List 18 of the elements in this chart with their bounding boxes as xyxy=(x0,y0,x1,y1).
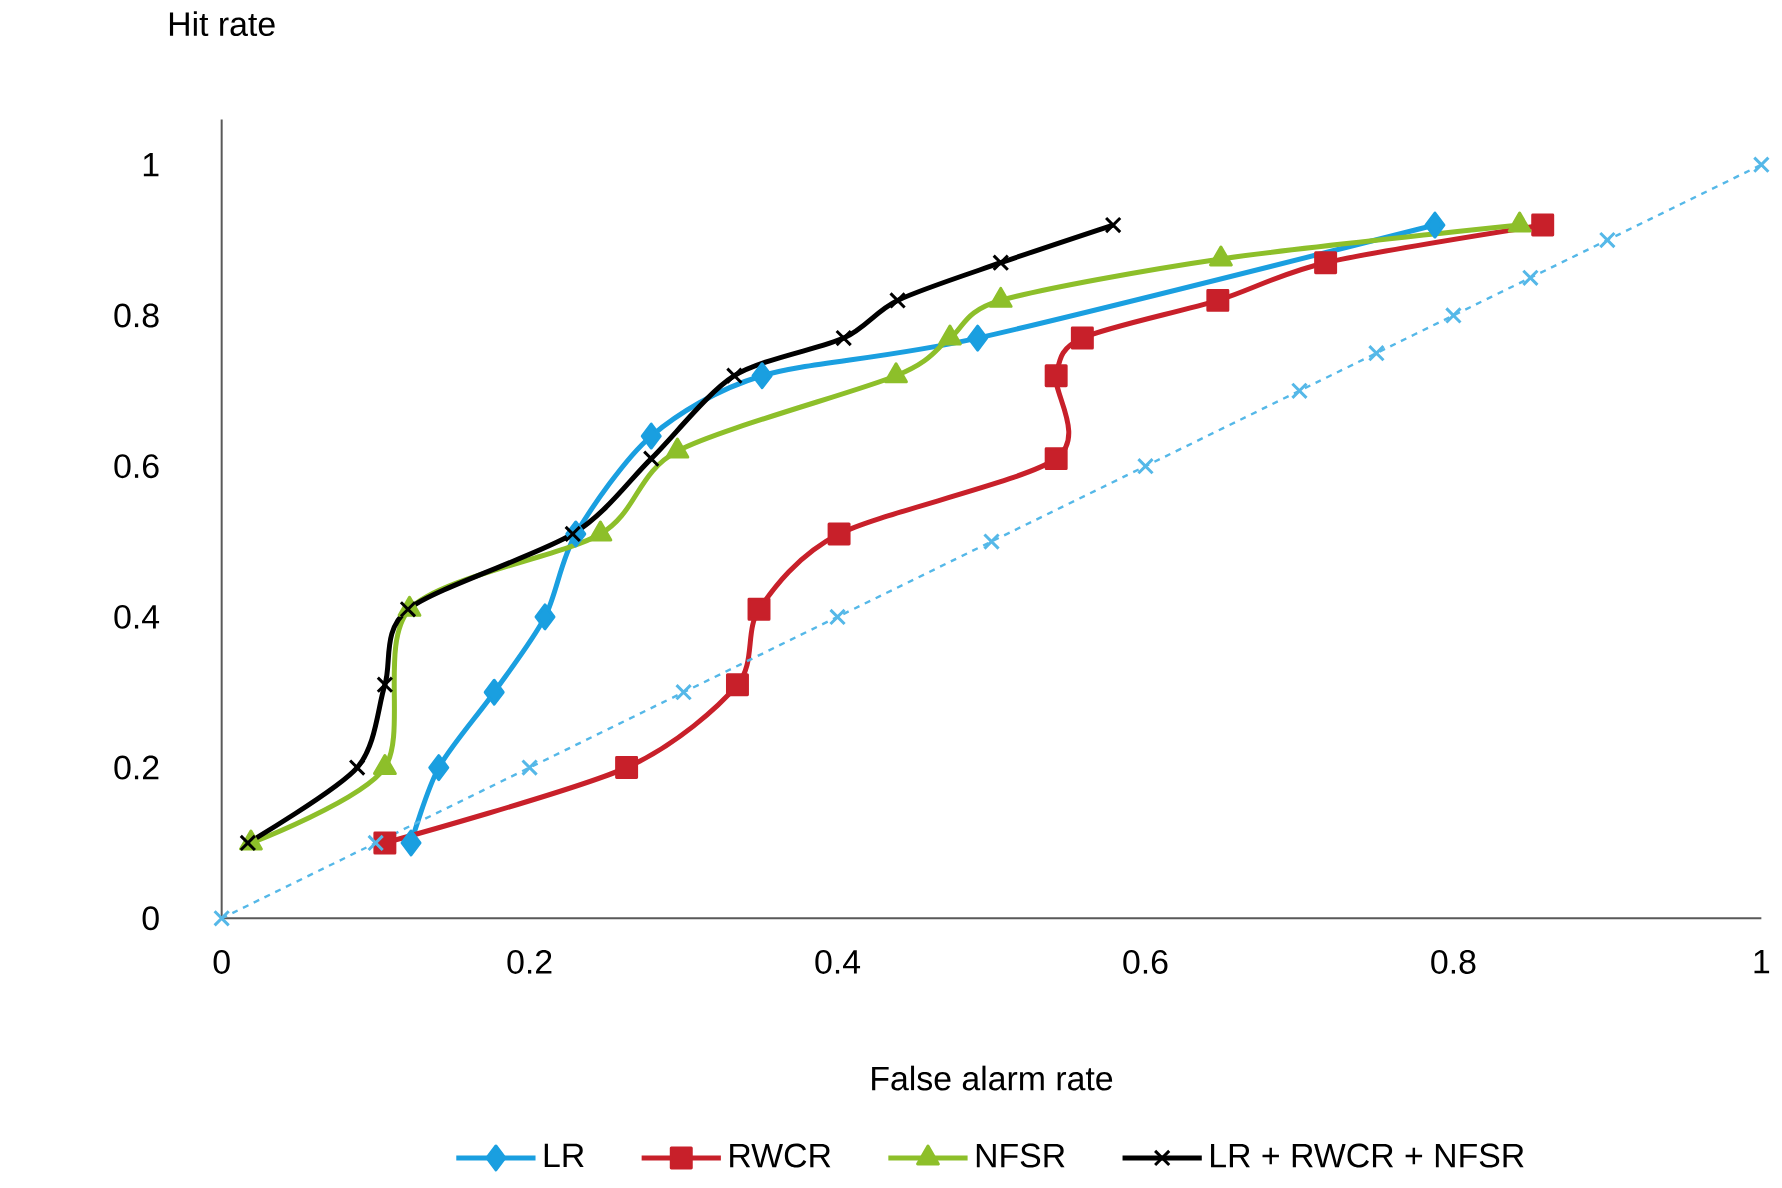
y-tick-label: 0.2 xyxy=(114,755,159,780)
x-axis-title: False alarm rate xyxy=(872,1065,1113,1091)
legend-label: LR + RWCR + NFSR xyxy=(1211,1143,1524,1168)
legend-label: NFSR xyxy=(976,1143,1065,1168)
legend-label: RWCR xyxy=(730,1143,831,1168)
x-tick-label: 0.2 xyxy=(507,950,552,974)
x-tick-label: 0 xyxy=(213,950,230,974)
x-tick-label: 0.8 xyxy=(1431,950,1476,974)
y-tick-label: 1 xyxy=(143,153,159,177)
y-tick-label: 0 xyxy=(142,906,159,931)
x-tick-label: 0.6 xyxy=(1123,950,1168,974)
y-axis-title: Hit rate xyxy=(169,11,275,37)
y-tick-label: 0.8 xyxy=(114,303,159,328)
legend-label: LR xyxy=(544,1143,584,1168)
x-tick-label: 0.4 xyxy=(815,950,861,974)
x-tick-label: 1 xyxy=(1754,950,1770,974)
y-tick-label: 0.6 xyxy=(114,454,159,479)
y-tick-label: 0.4 xyxy=(114,604,160,629)
